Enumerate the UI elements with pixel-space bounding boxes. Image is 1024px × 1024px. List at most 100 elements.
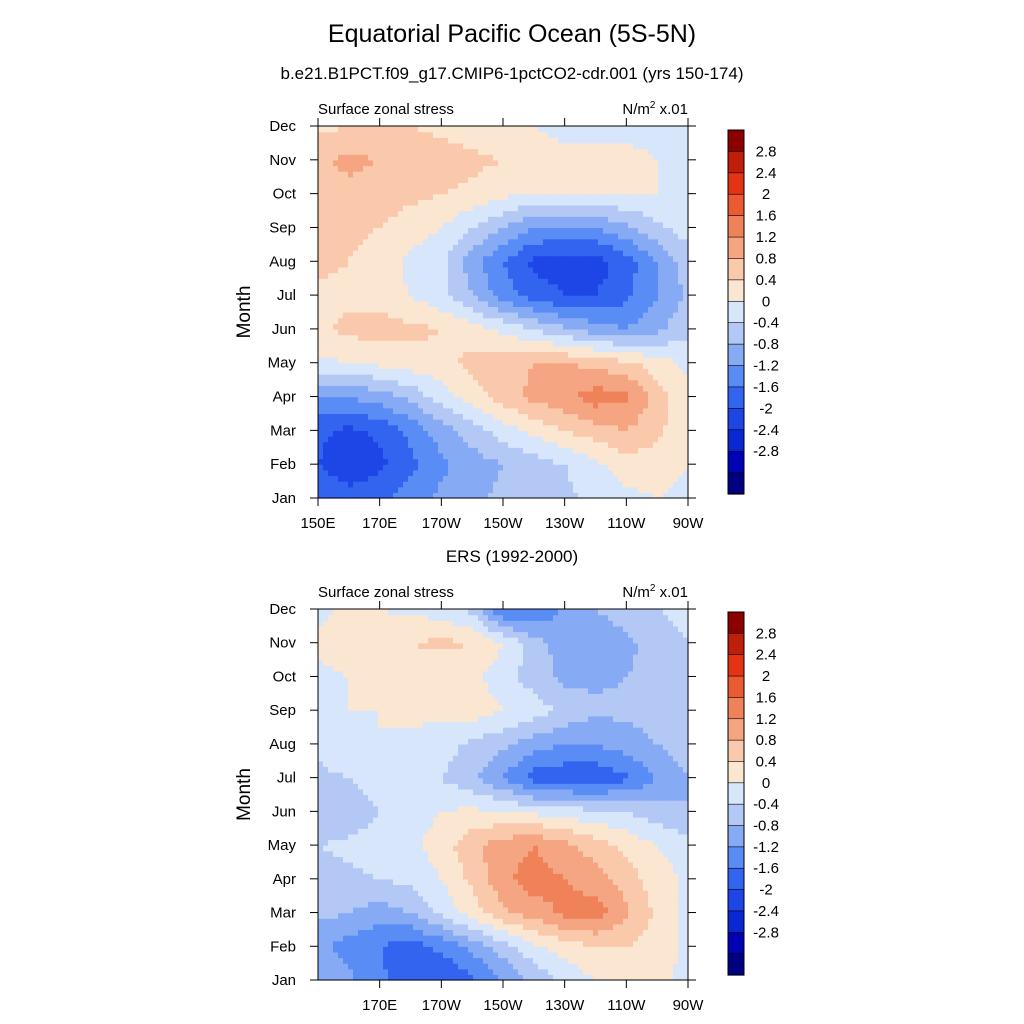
contour-cell (523, 261, 529, 268)
contour-cell (493, 413, 499, 420)
contour-cell (548, 492, 554, 499)
contour-cell (588, 126, 594, 133)
contour-cell (433, 193, 439, 200)
contour-cell (398, 261, 404, 268)
contour-cell (658, 148, 664, 155)
contour-cell (483, 402, 489, 409)
contour-cell (418, 126, 424, 133)
contour-cell (668, 131, 674, 138)
contour-cell (418, 351, 424, 358)
contour-cell (328, 148, 334, 155)
contour-cell (538, 188, 544, 195)
contour-cell (553, 137, 559, 144)
contour-cell (463, 278, 469, 285)
contour-cell (603, 419, 609, 426)
contour-cell (398, 188, 404, 195)
contour-cell (453, 430, 459, 437)
contour-cell (443, 221, 449, 229)
contour-cell (413, 244, 419, 251)
contour-cell (653, 300, 659, 307)
contour-cell (613, 306, 619, 313)
contour-cell (348, 221, 354, 229)
contour-cell (363, 481, 369, 488)
contour-cell (518, 233, 524, 240)
contour-cell (583, 464, 589, 471)
contour-cell (338, 334, 344, 341)
contour-cell (408, 323, 414, 330)
contour-cell (443, 210, 449, 217)
contour-cell (653, 244, 659, 251)
contour-cell (403, 261, 409, 268)
contour-cell (498, 323, 504, 330)
contour-cell (343, 368, 349, 375)
contour-cell (553, 441, 559, 448)
contour-cell (528, 340, 534, 347)
contour-cell (513, 272, 519, 279)
contour-cell (318, 441, 324, 448)
contour-cell (598, 351, 604, 358)
contour-cell (533, 221, 539, 229)
contour-cell (683, 300, 689, 307)
contour-cell (653, 199, 659, 206)
contour-cell (498, 469, 504, 477)
contour-cell (383, 492, 389, 499)
contour-cell (593, 430, 599, 437)
contour-cell (493, 300, 499, 307)
contour-cell (328, 300, 334, 307)
contour-cell (488, 154, 494, 161)
contour-cell (578, 481, 584, 488)
contour-cell (353, 306, 359, 313)
contour-cell (353, 233, 359, 240)
contour-cell (623, 407, 629, 415)
contour-cell (648, 374, 654, 381)
contour-cell (383, 233, 389, 240)
contour-cell (638, 328, 644, 336)
contour-cell (483, 142, 489, 150)
contour-cell (443, 250, 449, 257)
contour-cell (428, 492, 434, 499)
contour-cell (468, 131, 474, 138)
contour-cell (583, 171, 589, 178)
contour-cell (503, 148, 509, 155)
contour-cell (683, 419, 689, 426)
contour-cell (588, 188, 594, 195)
contour-cell (403, 419, 409, 426)
contour-cell (443, 334, 449, 341)
contour-cell (343, 374, 349, 381)
contour-cell (488, 413, 494, 420)
contour-cell (338, 374, 344, 381)
contour-cell (373, 312, 379, 319)
contour-cell (333, 424, 339, 431)
contour-cell (498, 317, 504, 324)
contour-cell (678, 131, 684, 138)
contour-cell (673, 255, 679, 262)
contour-cell (678, 334, 684, 341)
contour-cell (558, 210, 564, 217)
contour-cell (598, 278, 604, 285)
contour-cell (503, 345, 509, 353)
contour-cell (323, 362, 329, 369)
contour-cell (588, 165, 594, 172)
contour-cell (373, 396, 379, 403)
contour-cell (353, 255, 359, 262)
contour-cell (358, 210, 364, 217)
contour-cell (348, 475, 354, 482)
contour-cell (388, 328, 394, 336)
contour-cell (373, 486, 379, 493)
contour-cell (358, 137, 364, 144)
contour-cell (363, 272, 369, 279)
contour-cell (433, 250, 439, 257)
contour-cell (408, 255, 414, 262)
contour-cell (663, 137, 669, 144)
contour-cell (323, 385, 329, 392)
contour-cell (373, 362, 379, 369)
contour-cell (533, 464, 539, 471)
contour-cell (513, 176, 519, 183)
contour-cell (548, 250, 554, 257)
contour-cell (638, 159, 644, 167)
contour-cell (578, 278, 584, 285)
contour-cell (408, 295, 414, 302)
contour-cell (678, 250, 684, 257)
contour-cell (448, 351, 454, 358)
contour-cell (333, 458, 339, 465)
